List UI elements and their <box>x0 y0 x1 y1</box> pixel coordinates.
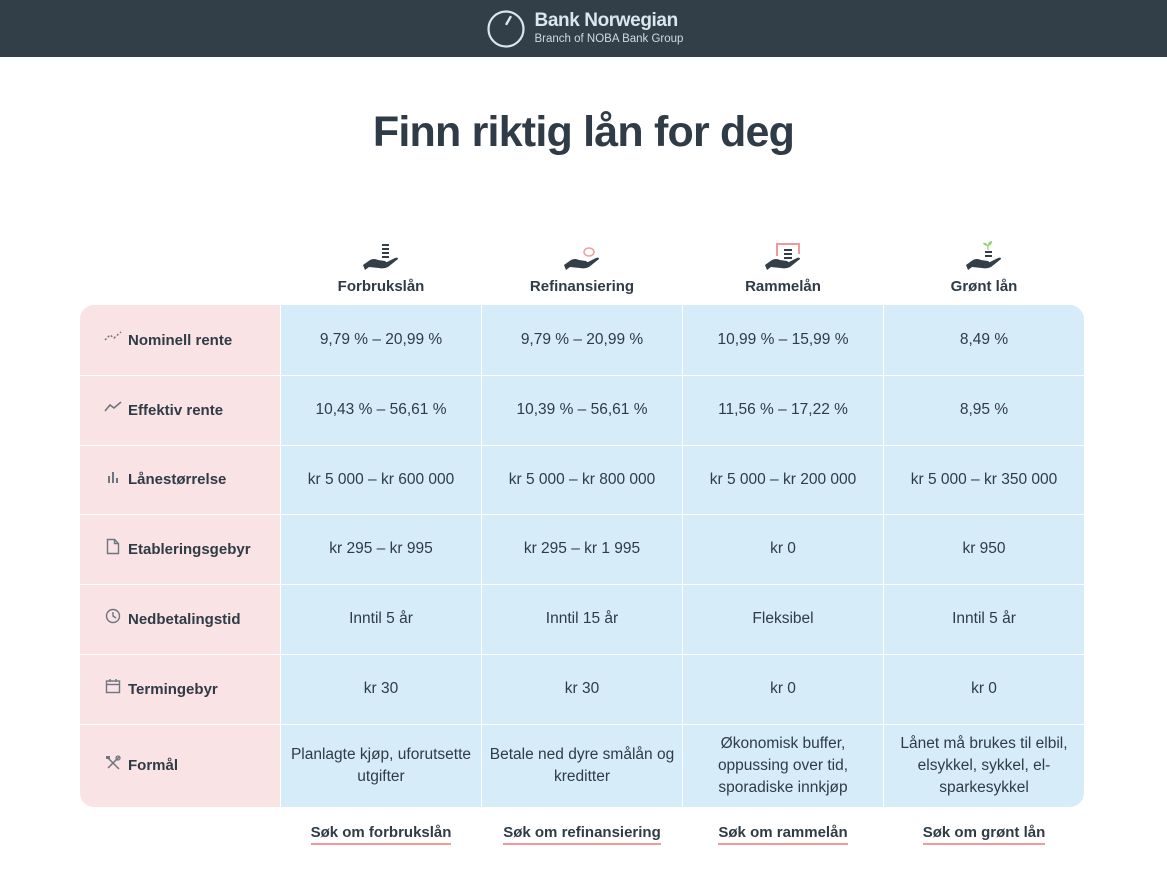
comparison-table: Nominell rente 9,79 % – 20,99 % 9,79 % –… <box>80 305 1084 807</box>
table-cell: Betale ned dyre smålån og kreditter <box>489 745 675 785</box>
table-cell: kr 5 000 – kr 600 000 <box>307 470 455 488</box>
apply-forbrukslan-link[interactable]: Søk om forbrukslån <box>310 824 452 845</box>
table-cell: Inntil 5 år <box>952 610 1016 627</box>
column-divider <box>682 305 683 807</box>
row-label: Etableringsgebyr <box>128 540 251 558</box>
row-label: Termingebyr <box>128 680 218 698</box>
table-cell: 10,99 % – 15,99 % <box>717 331 849 348</box>
table-cell: kr 0 <box>770 540 796 557</box>
calendar-icon <box>104 677 122 695</box>
label-column <box>80 305 280 807</box>
table-row-lanestorrelse: Lånestørrelse kr 5 000 – kr 600 000 kr 5… <box>80 445 1084 514</box>
cta-rammelan: Søk om rammelån <box>683 824 883 845</box>
table-cell: kr 950 <box>962 540 1006 557</box>
row-divider <box>80 584 1084 585</box>
table-cell: kr 0 <box>770 680 796 697</box>
table-row-nedbetalingstid: Nedbetalingstid Inntil 5 år Inntil 15 år… <box>80 584 1084 654</box>
bar-chart-icon <box>104 468 122 486</box>
bank-logo[interactable]: Bank Norwegian Branch of NOBA Bank Group <box>486 9 684 49</box>
table-cell: kr 5 000 – kr 200 000 <box>709 470 857 488</box>
page-title: Finn riktig lån for deg <box>372 108 795 156</box>
table-row-effektiv-rente: Effektiv rente 10,43 % – 56,61 % 10,39 %… <box>80 375 1084 445</box>
clock-icon <box>104 607 122 625</box>
apply-refinansiering-link[interactable]: Søk om refinansiering <box>503 824 661 845</box>
table-cell: 10,39 % – 56,61 % <box>516 401 648 418</box>
row-header: Lånestørrelse <box>80 445 280 514</box>
table-cell: Økonomisk buffer, oppussing over tid, sp… <box>717 734 849 796</box>
row-label: Nedbetalingstid <box>128 610 241 628</box>
hand-coins-icon <box>363 244 398 270</box>
table-row-formal: Formål Planlagte kjøp, uforutsette utgif… <box>80 724 1084 807</box>
row-header: Termingebyr <box>80 654 280 724</box>
trend-line-icon <box>104 398 122 416</box>
table-cell: Inntil 5 år <box>349 610 413 627</box>
row-label: Lånestørrelse <box>128 471 227 488</box>
site-header: Bank Norwegian Branch of NOBA Bank Group <box>0 0 1167 57</box>
row-divider <box>80 375 1084 376</box>
product-header-refinansiering: Refinansiering <box>482 240 682 295</box>
dial-logo-icon <box>486 9 525 48</box>
hand-frame-icon <box>765 243 800 270</box>
row-header: Etableringsgebyr <box>80 514 280 584</box>
table-row-etableringsgebyr: Etableringsgebyr kr 295 – kr 995 kr 295 … <box>80 514 1084 584</box>
trend-dotted-icon <box>104 328 122 346</box>
table-cell: 8,49 % <box>959 331 1009 348</box>
table-cell: kr 5 000 – kr 800 000 <box>508 470 656 488</box>
table-cell: Inntil 15 år <box>545 610 619 627</box>
hand-plant-icon <box>966 241 1001 270</box>
apply-rammelan-link[interactable]: Søk om rammelån <box>718 824 848 845</box>
row-label: Effektiv rente <box>128 401 224 419</box>
row-header: Nominell rente <box>80 305 280 375</box>
product-name: Rammelån <box>745 278 821 295</box>
table-cell: 9,79 % – 20,99 % <box>319 331 443 348</box>
hand-refinance-icon <box>564 247 599 270</box>
row-divider <box>80 654 1084 655</box>
product-name: Forbrukslån <box>337 278 425 295</box>
cta-gront-lan: Søk om grønt lån <box>884 824 1084 845</box>
table-cell: kr 30 <box>564 680 600 697</box>
row-divider <box>80 514 1084 515</box>
row-label: Nominell rente <box>128 331 233 349</box>
table-cell: 10,43 % – 56,61 % <box>315 401 447 418</box>
product-name: Grønt lån <box>950 278 1018 295</box>
product-header-gront-lan: Grønt lån <box>884 240 1084 295</box>
product-name: Refinansiering <box>529 278 635 295</box>
table-cell: kr 295 – kr 995 <box>329 540 433 557</box>
cta-refinansiering: Søk om refinansiering <box>482 824 682 845</box>
table-cell: kr 0 <box>971 680 997 697</box>
row-header: Nedbetalingstid <box>80 584 280 654</box>
table-row-nominell-rente: Nominell rente 9,79 % – 20,99 % 9,79 % –… <box>80 305 1084 375</box>
product-header-rammelan: Rammelån <box>683 240 883 295</box>
table-cell: kr 30 <box>363 680 399 697</box>
column-divider <box>481 305 482 807</box>
brand-subtitle: Branch of NOBA Bank Group <box>534 33 684 46</box>
table-cell: Lånet må brukes til elbil, elsykkel, syk… <box>900 734 1068 796</box>
table-cell: Fleksibel <box>752 610 814 627</box>
product-header-forbrukslan: Forbrukslån <box>281 240 481 295</box>
table-cell: kr 5 000 – kr 350 000 <box>910 470 1058 488</box>
row-header: Effektiv rente <box>80 375 280 445</box>
column-divider <box>883 305 884 807</box>
table-cell: Planlagte kjøp, uforutsette utgifter <box>290 745 472 785</box>
row-divider <box>80 445 1084 446</box>
table-cell: 11,56 % – 17,22 % <box>718 401 848 418</box>
row-divider <box>80 724 1084 725</box>
brand-name: Bank Norwegian <box>534 10 679 32</box>
tools-icon <box>104 754 122 772</box>
column-divider <box>280 305 281 807</box>
table-cell: 9,79 % – 20,99 % <box>520 331 644 348</box>
table-cell: kr 295 – kr 1 995 <box>523 540 641 557</box>
apply-gront-lan-link[interactable]: Søk om grønt lån <box>922 824 1046 845</box>
table-cell: 8,95 % <box>959 401 1009 418</box>
table-row-termingebyr: Termingebyr kr 30 kr 30 kr 0 kr 0 <box>80 654 1084 724</box>
row-header: Formål <box>80 724 280 807</box>
row-label: Formål <box>128 757 179 774</box>
cta-forbrukslan: Søk om forbrukslån <box>281 824 481 845</box>
document-icon <box>104 537 122 555</box>
